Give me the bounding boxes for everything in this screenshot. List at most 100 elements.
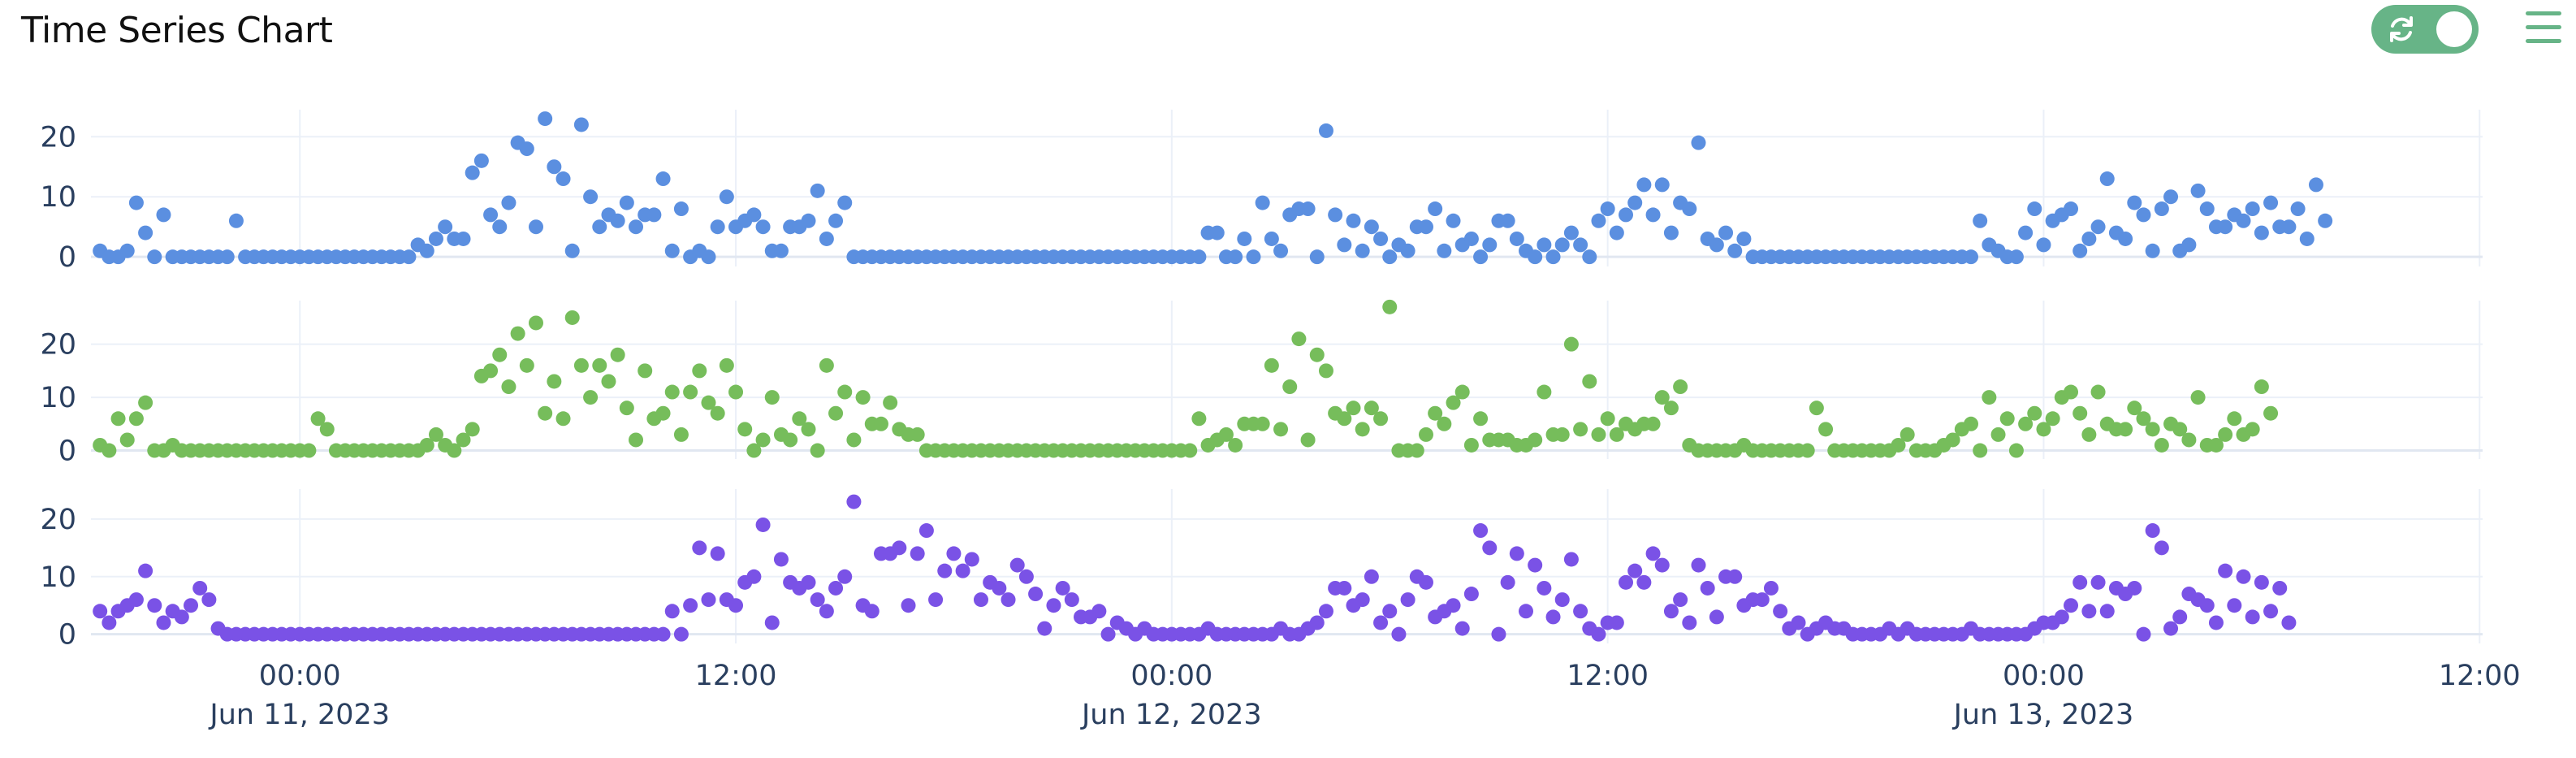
data-point <box>1663 604 1679 619</box>
data-point <box>1645 416 1661 431</box>
data-point <box>1582 374 1597 389</box>
data-point <box>2154 201 2169 217</box>
data-point <box>528 315 543 331</box>
data-point <box>846 494 862 509</box>
data-point <box>918 523 934 539</box>
data-point <box>1709 609 1724 625</box>
data-point <box>419 243 434 258</box>
data-point <box>701 249 716 265</box>
data-point <box>1563 336 1579 352</box>
data-point <box>1800 443 1815 458</box>
data-point <box>655 171 671 187</box>
x-tick-date-label: Jun 11, 2023 <box>208 699 390 731</box>
data-point <box>1337 580 1352 596</box>
data-point <box>2290 201 2306 217</box>
y-tick-label: 10 <box>40 561 76 594</box>
data-point <box>638 363 653 379</box>
data-point <box>2118 422 2133 437</box>
data-point <box>801 213 816 228</box>
data-point <box>2181 432 2197 448</box>
data-point <box>1418 574 1433 590</box>
data-point <box>1509 546 1524 561</box>
data-point <box>2127 195 2142 210</box>
data-point <box>510 326 525 341</box>
data-point <box>2081 604 2097 619</box>
data-point <box>1528 249 1543 265</box>
data-point <box>110 411 126 427</box>
data-point <box>1609 225 1624 240</box>
data-point <box>128 411 144 427</box>
data-point <box>483 207 499 223</box>
data-point <box>219 249 235 265</box>
x-tick-label: 12:00 <box>1567 660 1649 692</box>
x-tick-date-label: Jun 12, 2023 <box>1080 699 1262 731</box>
data-point <box>1228 437 1243 453</box>
data-point <box>1182 443 1198 458</box>
data-point <box>1291 331 1307 347</box>
data-point <box>2218 563 2233 578</box>
data-point <box>855 390 871 405</box>
data-point <box>1990 427 2006 442</box>
data-point <box>2227 598 2242 613</box>
data-point <box>1473 249 1489 265</box>
y-tick-label: 20 <box>40 121 76 154</box>
data-point <box>1600 411 1615 427</box>
data-point <box>401 249 417 265</box>
data-point <box>2145 422 2160 437</box>
data-point <box>1328 207 1343 223</box>
data-point <box>1282 379 1298 395</box>
data-point <box>2127 580 2142 596</box>
data-point <box>1264 357 1279 373</box>
refresh-toggle[interactable] <box>2371 5 2479 54</box>
data-point <box>1246 249 1261 265</box>
data-point <box>2190 183 2206 198</box>
data-point <box>1727 243 1743 258</box>
x-tick-label: 12:00 <box>695 660 777 692</box>
data-point <box>1636 574 1652 590</box>
data-point <box>2154 437 2169 453</box>
data-point <box>501 379 516 395</box>
data-point <box>1900 427 1915 442</box>
data-point <box>746 569 762 584</box>
data-point <box>755 517 771 532</box>
data-point <box>1982 390 1997 405</box>
data-point <box>1346 213 1361 228</box>
data-point <box>1428 201 1443 217</box>
data-point <box>2064 201 2079 217</box>
data-point <box>629 432 644 448</box>
hamburger-menu-icon[interactable] <box>2522 6 2565 49</box>
data-point <box>1273 243 1289 258</box>
data-point <box>2090 219 2106 235</box>
data-point <box>138 225 153 240</box>
y-tick-label: 0 <box>58 435 76 468</box>
data-point <box>1337 411 1352 427</box>
data-point <box>1255 195 1270 210</box>
data-point <box>2127 401 2142 416</box>
data-point <box>2163 621 2179 636</box>
data-point <box>1973 443 1988 458</box>
data-point <box>492 219 508 235</box>
data-point <box>673 201 689 217</box>
data-point <box>946 546 962 561</box>
data-point <box>1055 580 1070 596</box>
data-point <box>1491 626 1506 642</box>
data-point <box>692 540 707 556</box>
data-point <box>2136 626 2151 642</box>
data-point <box>1509 231 1524 246</box>
data-point <box>1255 416 1270 431</box>
data-point <box>1191 411 1207 427</box>
data-point <box>592 219 607 235</box>
data-point <box>2181 237 2197 253</box>
data-point <box>1545 609 1561 625</box>
data-point <box>519 141 534 157</box>
data-point <box>102 443 117 458</box>
data-point <box>810 443 825 458</box>
data-point <box>1337 237 1352 253</box>
data-point <box>701 395 716 410</box>
data-point <box>1573 237 1588 253</box>
data-point <box>1454 384 1470 400</box>
data-point <box>2099 604 2115 619</box>
data-point <box>1437 243 1452 258</box>
data-point <box>147 598 162 613</box>
